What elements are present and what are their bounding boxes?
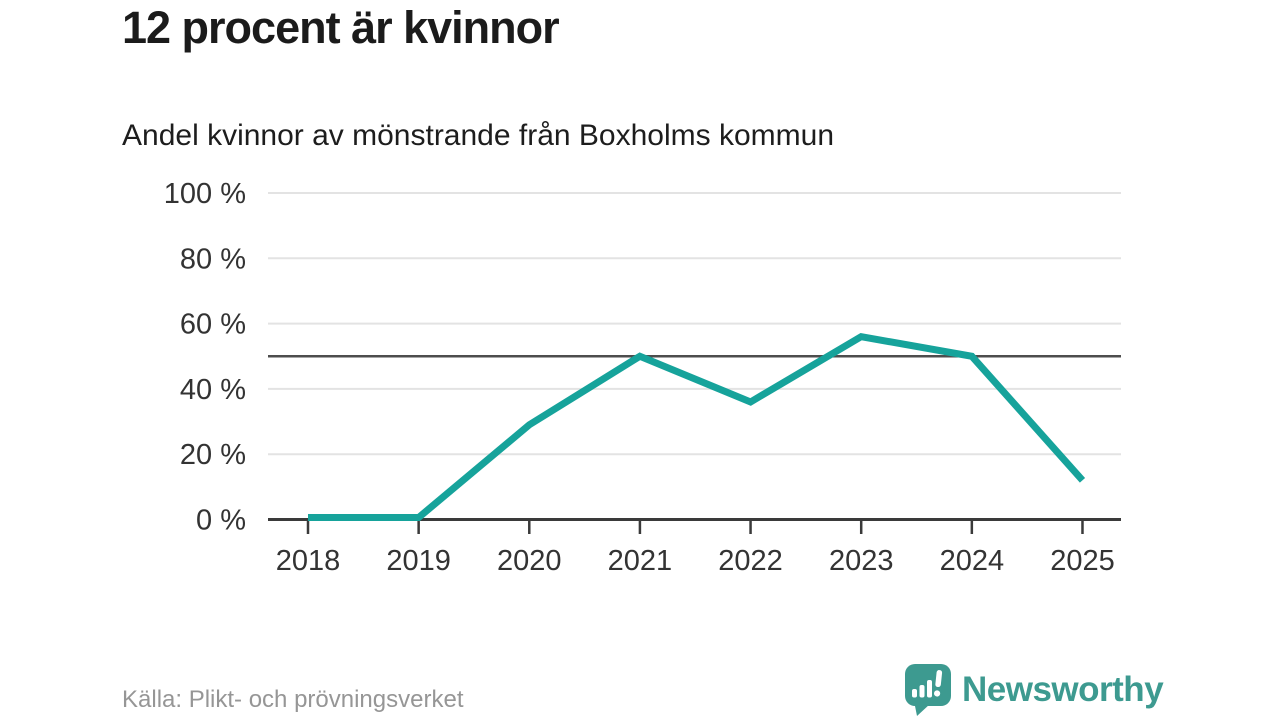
- x-tick-label: 2025: [1050, 545, 1115, 577]
- page-title: 12 procent är kvinnor: [122, 2, 560, 53]
- x-tick-label: 2022: [718, 545, 783, 577]
- x-tick-label: 2021: [608, 545, 673, 577]
- data-line-series: [308, 332, 1086, 521]
- x-tick-label: 2019: [386, 545, 451, 577]
- newsworthy-logo: Newsworthy: [903, 663, 1164, 717]
- y-tick-label: 100 %: [164, 178, 246, 210]
- y-tick-label: 60 %: [180, 309, 246, 341]
- y-axis-tick-labels: 0 % 20 % 40 % 60 % 80 % 100 %: [164, 178, 246, 537]
- y-tick-label: 40 %: [180, 374, 246, 406]
- y-tick-label: 20 %: [180, 439, 246, 471]
- x-tick-label: 2018: [276, 545, 341, 577]
- x-axis-tick-labels: 2018 2019 2020 2021 2022 2023 2024 2025: [276, 545, 1115, 577]
- chart-gridlines: [268, 192, 1121, 456]
- chart-subtitle: Andel kvinnor av mönstrande från Boxholm…: [122, 119, 835, 152]
- y-tick-label: 80 %: [180, 243, 246, 275]
- y-tick-label: 0 %: [196, 505, 246, 537]
- newsworthy-logo-text: Newsworthy: [962, 670, 1164, 709]
- source-attribution: Källa: Plikt- och prövningsverket: [122, 686, 464, 713]
- x-tick-label: 2020: [497, 545, 562, 577]
- bar-chart-speech-bubble-icon: [905, 664, 951, 716]
- x-tick-label: 2023: [829, 545, 894, 577]
- x-axis: [268, 518, 1121, 534]
- x-tick-label: 2024: [940, 545, 1005, 577]
